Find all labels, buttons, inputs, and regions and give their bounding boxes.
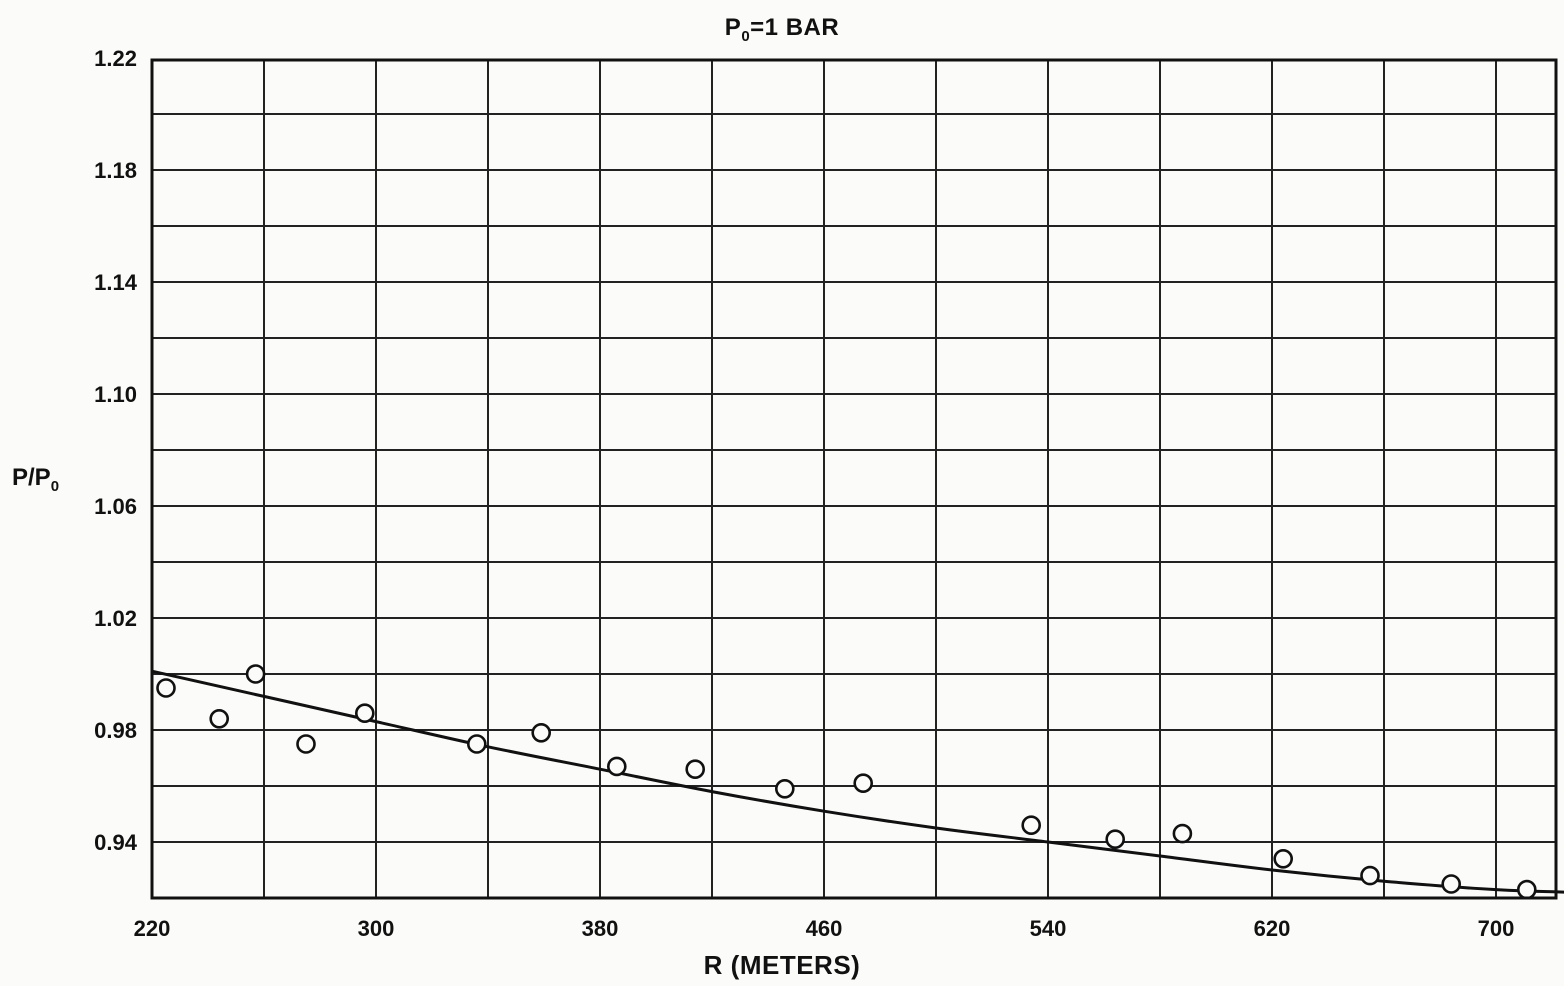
data-point: [774, 778, 795, 799]
data-point: [853, 773, 874, 794]
data-point: [354, 703, 375, 724]
data-points: [156, 664, 1537, 900]
y-tick-label: 1.22: [94, 46, 137, 71]
plot-frame: [150, 58, 1558, 900]
x-tick-label: 620: [1254, 916, 1291, 941]
data-point: [1105, 829, 1125, 850]
y-axis-label-subscript: 0: [50, 477, 60, 495]
x-tick-label: 700: [1478, 916, 1515, 941]
x-tick-label: 220: [134, 916, 171, 941]
chart-title-main: P: [724, 14, 742, 41]
chart-title-subscript: 0: [741, 27, 751, 45]
x-tick-label: 540: [1030, 916, 1067, 941]
y-tick-label: 1.14: [94, 270, 138, 295]
y-tick-label: 1.18: [94, 158, 137, 183]
x-tick-label: 380: [582, 916, 619, 941]
tick-labels: 2203003804605406207007808609401020110011…: [94, 46, 1515, 941]
data-point: [209, 708, 229, 729]
grid: [151, 60, 1556, 899]
x-tick-label: 460: [806, 916, 843, 941]
data-point: [245, 664, 266, 684]
fit-curve-layer: [151, 669, 1564, 894]
data-point: [606, 756, 627, 777]
data-point: [531, 722, 552, 743]
data-point: [156, 678, 176, 698]
y-tick-label: 0.94: [94, 830, 138, 855]
data-point: [1172, 823, 1193, 844]
y-tick-label: 1.10: [94, 382, 137, 407]
data-point: [296, 734, 316, 754]
data-point: [1273, 848, 1293, 869]
data-point: [1441, 874, 1461, 894]
y-tick-label: 1.06: [94, 494, 137, 519]
data-point: [685, 759, 706, 780]
y-axis-label: P/P0: [12, 464, 59, 495]
chart-title: P0=1 BAR: [0, 14, 1564, 45]
x-tick-label: 300: [358, 916, 395, 941]
y-axis-label-main: P/P: [12, 464, 51, 491]
chart-title-rest: =1 BAR: [750, 14, 840, 41]
fit-curve: [151, 669, 1564, 894]
y-tick-label: 1.02: [94, 606, 137, 631]
data-point: [466, 734, 487, 754]
y-tick-label: 0.98: [94, 718, 137, 743]
data-point: [1360, 865, 1380, 886]
data-point: [1021, 815, 1041, 836]
x-axis-label: R (METERS): [703, 950, 861, 980]
data-point: [1517, 879, 1537, 900]
